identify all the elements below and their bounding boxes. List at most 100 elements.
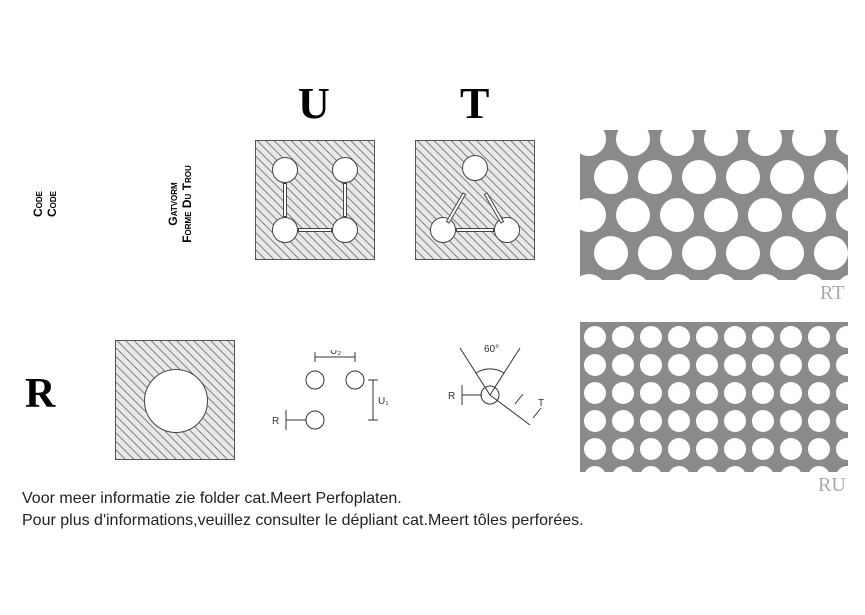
perf-dot: [780, 382, 802, 404]
perf-dot: [580, 130, 606, 156]
perf-dot: [748, 274, 782, 281]
perf-dot: [704, 130, 738, 156]
perf-dot: [780, 438, 802, 460]
perf-dot: [612, 410, 634, 432]
perf-dot: [724, 326, 746, 348]
perf-dot: [836, 438, 848, 460]
dim-angle-label: 60°: [484, 344, 499, 355]
code-label-fr: Code: [45, 174, 59, 234]
perf-dot: [726, 160, 760, 194]
perf-dot: [780, 466, 802, 472]
perf-dot: [836, 326, 848, 348]
hole: [272, 157, 298, 183]
perf-dot: [724, 438, 746, 460]
perf-dot: [748, 198, 782, 232]
perf-dot: [696, 382, 718, 404]
perf-dot: [682, 236, 716, 270]
perf-dot: [640, 438, 662, 460]
connector: [283, 183, 287, 217]
connector: [343, 183, 347, 217]
perf-dot: [584, 438, 606, 460]
r-pattern-square: [115, 340, 235, 460]
perf-dot: [752, 410, 774, 432]
perf-dot: [836, 410, 848, 432]
perf-dot: [584, 382, 606, 404]
perf-dot: [726, 236, 760, 270]
perf-dot: [696, 326, 718, 348]
perf-dot: [724, 466, 746, 472]
perf-dot: [792, 130, 826, 156]
letter-t: T: [460, 78, 489, 129]
letter-r: R: [25, 370, 55, 418]
perf-dot: [752, 354, 774, 376]
letter-u: U: [298, 78, 330, 129]
t-dimension-diagram: 60° T R: [420, 340, 560, 450]
perf-dot: [580, 198, 606, 232]
perf-dot: [836, 198, 849, 232]
hole: [462, 155, 488, 181]
perf-dot: [668, 466, 690, 472]
perf-dot: [612, 466, 634, 472]
perf-dot: [792, 198, 826, 232]
dim-t-label: T: [538, 398, 544, 409]
perf-dot: [640, 354, 662, 376]
code-label-nl: Code: [31, 174, 45, 234]
perf-dot: [616, 130, 650, 156]
rt-perf-panel: [580, 130, 848, 280]
perf-dot: [584, 326, 606, 348]
perf-dot: [814, 236, 848, 270]
hole: [430, 217, 456, 243]
perf-dot: [808, 410, 830, 432]
perf-dot: [584, 466, 606, 472]
perf-dot: [696, 410, 718, 432]
perf-dot: [638, 160, 672, 194]
perf-dot: [612, 438, 634, 460]
perf-dot: [752, 326, 774, 348]
perf-dot: [638, 236, 672, 270]
footer-line-1: Voor meer informatie zie folder cat.Meer…: [22, 490, 402, 508]
hole: [332, 217, 358, 243]
perf-dot: [752, 382, 774, 404]
perf-dot: [696, 466, 718, 472]
perf-dot: [594, 236, 628, 270]
perf-dot: [668, 410, 690, 432]
perf-dot: [704, 198, 738, 232]
footer-line-2: Pour plus d'informations,veuillez consul…: [22, 512, 584, 530]
perf-dot: [770, 236, 804, 270]
perf-dot: [580, 274, 606, 281]
perf-dot: [612, 354, 634, 376]
perf-dot: [594, 160, 628, 194]
perf-dot: [808, 438, 830, 460]
perf-dot: [748, 130, 782, 156]
perf-dot: [640, 410, 662, 432]
perf-dot: [808, 466, 830, 472]
perf-dot: [724, 382, 746, 404]
perf-dot: [640, 326, 662, 348]
perf-dot: [780, 326, 802, 348]
dim-r-label: R: [272, 416, 279, 427]
perf-dot: [814, 160, 848, 194]
perf-dot: [724, 354, 746, 376]
perf-dot: [808, 382, 830, 404]
gatvorm-label-nl: Gatvorm: [166, 144, 180, 264]
perf-dot: [584, 410, 606, 432]
perf-dot: [584, 354, 606, 376]
perf-dot: [770, 160, 804, 194]
rt-label: RT: [820, 282, 844, 305]
perf-dot: [780, 354, 802, 376]
hole: [494, 217, 520, 243]
perf-dot: [752, 466, 774, 472]
perf-dot: [836, 354, 848, 376]
hole: [144, 369, 208, 433]
t-pattern-square: [415, 140, 535, 260]
u-pattern-square: [255, 140, 375, 260]
perf-dot: [660, 130, 694, 156]
connector: [298, 228, 332, 232]
dim-u2-label: U₂: [330, 350, 341, 357]
perf-dot: [660, 274, 694, 281]
perf-dot: [836, 466, 848, 472]
perf-dot: [780, 410, 802, 432]
perf-dot: [704, 274, 738, 281]
perf-dot: [660, 198, 694, 232]
perf-dot: [612, 326, 634, 348]
